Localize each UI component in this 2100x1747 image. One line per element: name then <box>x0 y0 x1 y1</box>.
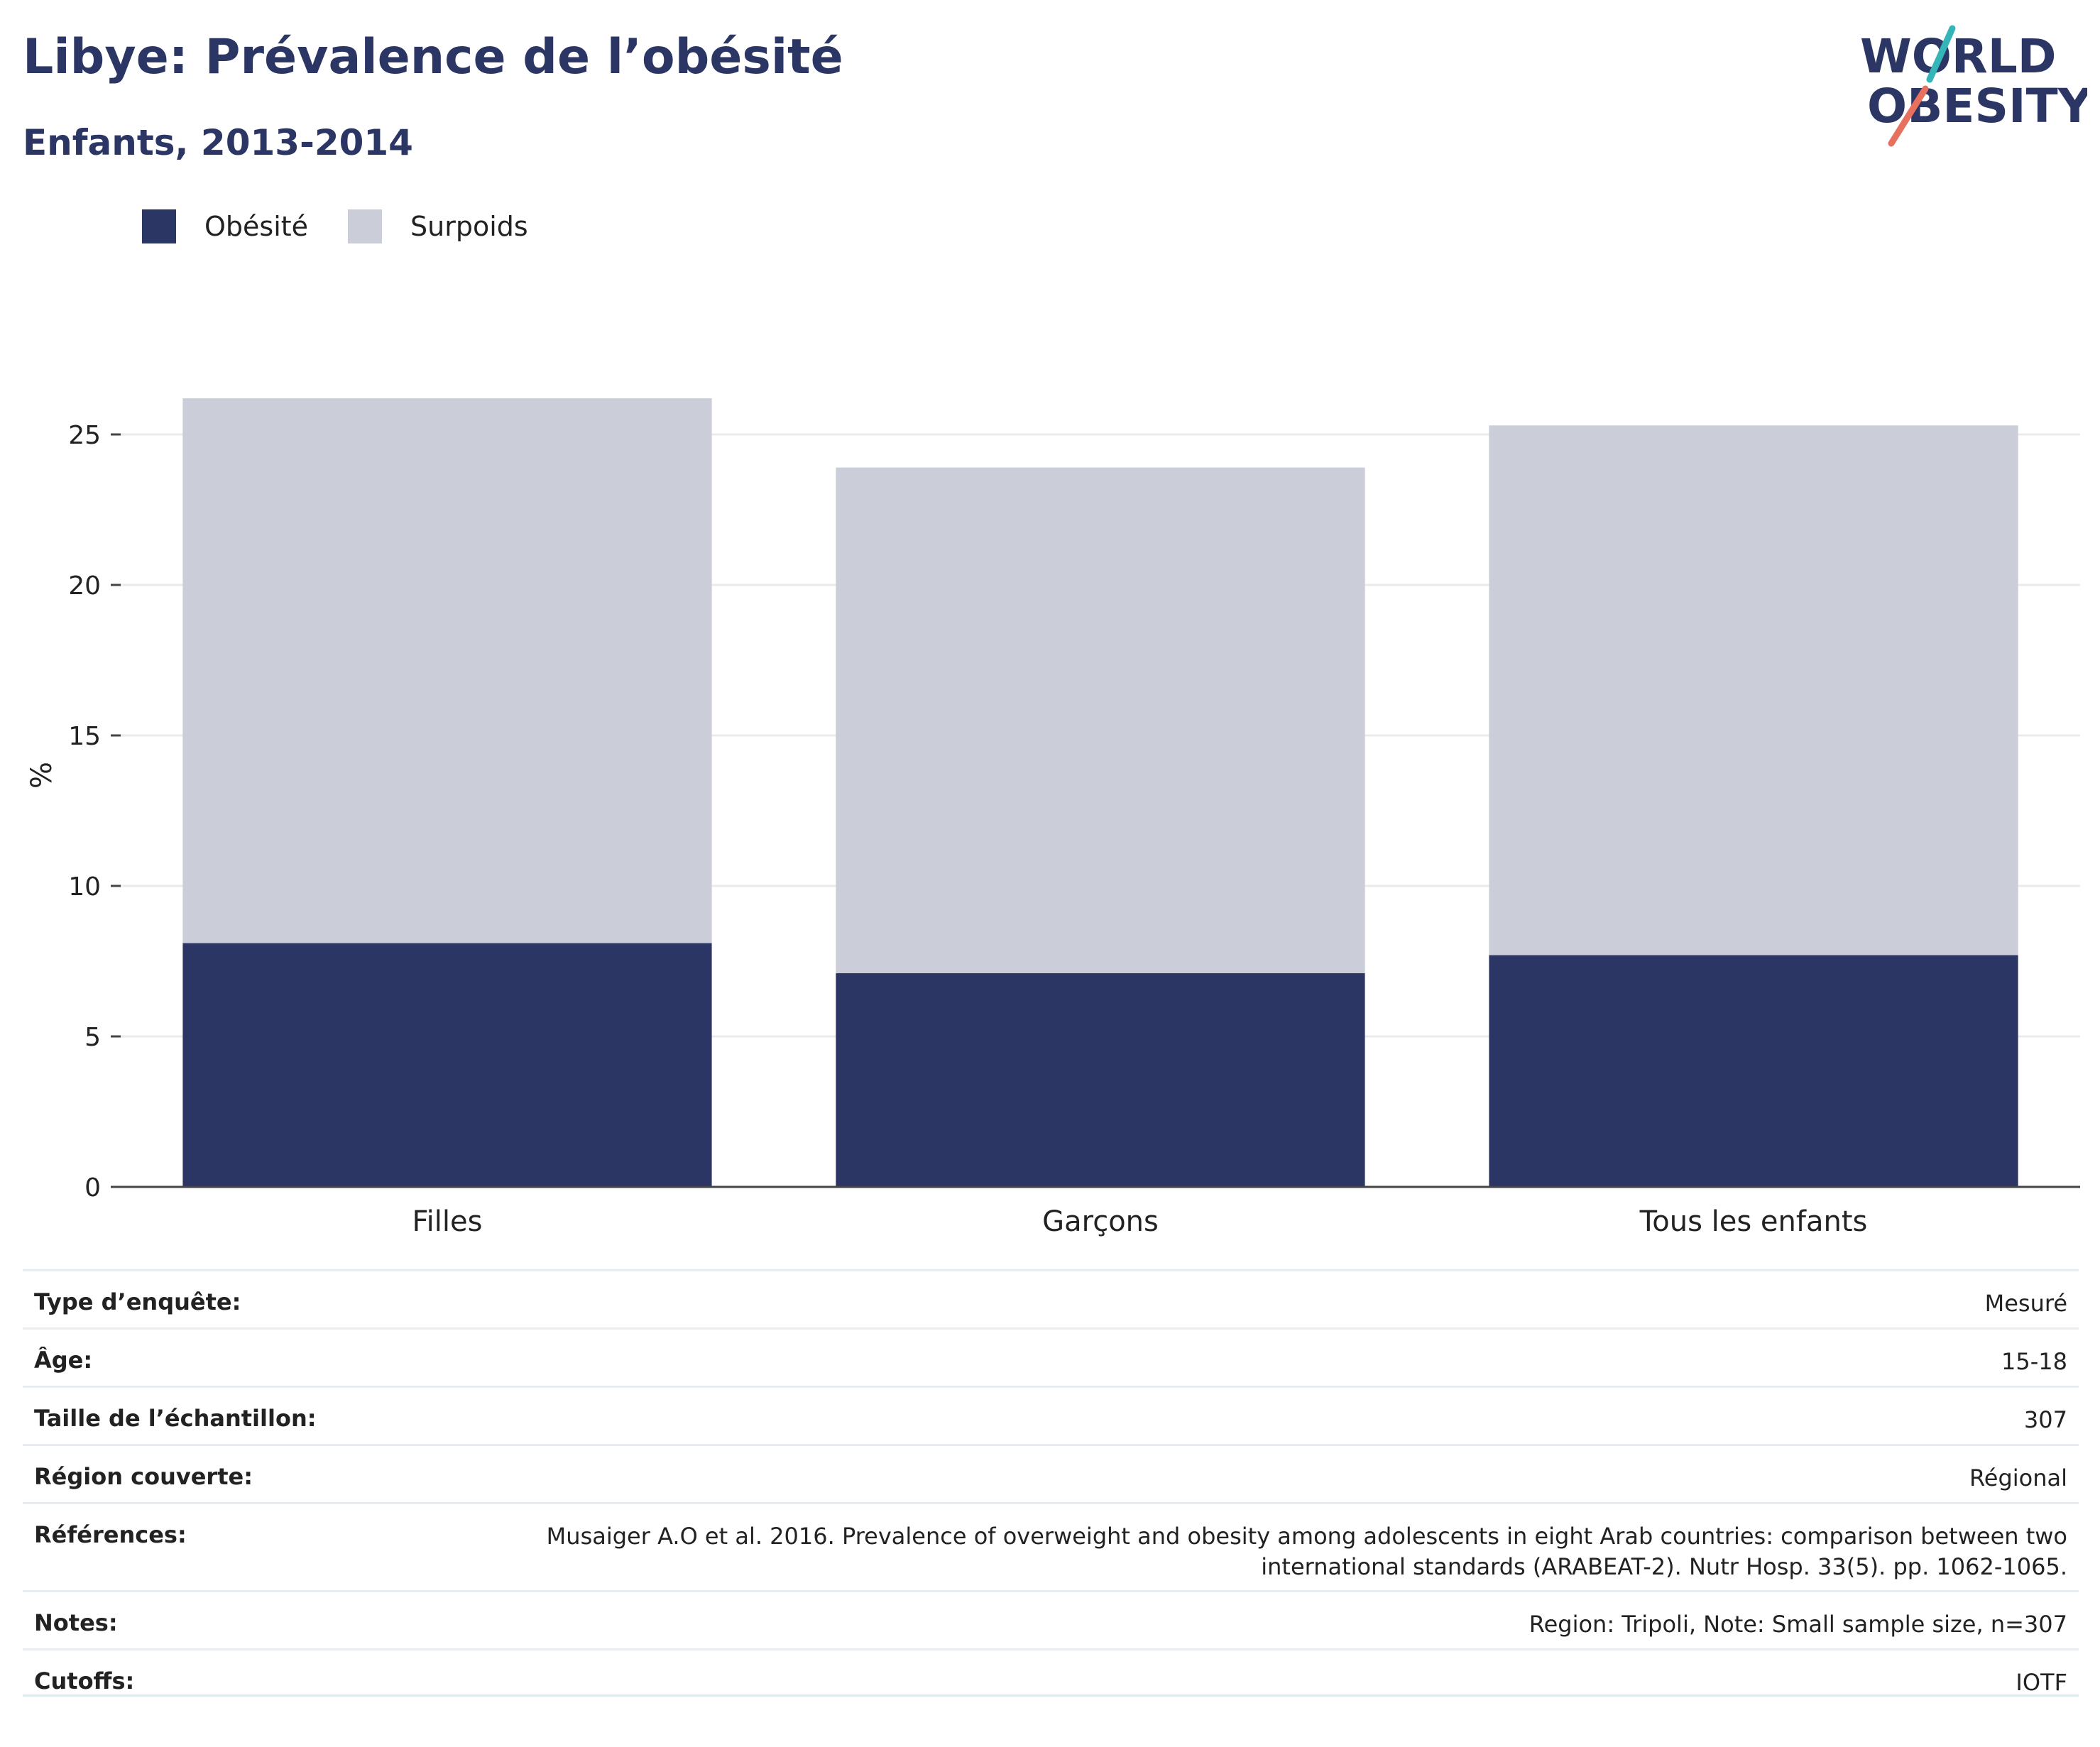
metadata-row: Notes: Region: Tripoli, Note: Small sampl… <box>23 1590 2079 1648</box>
legend-label-obesity: Obésité <box>204 211 309 242</box>
bars <box>182 398 2018 1187</box>
metadata-key: Cutoffs: <box>34 1667 135 1694</box>
logo-slash-coral <box>1888 85 1929 147</box>
logo-slash-teal <box>1926 25 1956 83</box>
bar-overweight-0[interactable] <box>182 398 712 943</box>
legend-swatch-overweight <box>348 209 383 243</box>
axes: 0 5 10 15 20 25 Filles Garçons Tous les enfants <box>68 421 2080 1238</box>
metadata-value: Region: Tripoli, Note: Small sample size… <box>1528 1611 2067 1638</box>
x-tick-label: Garçons <box>1042 1205 1159 1238</box>
y-tick-label: 10 <box>68 872 101 902</box>
legend-swatch-obesity <box>142 209 176 243</box>
chart-subtitle: Enfants, 2013-2014 <box>23 122 413 163</box>
metadata-row: Type d’enquête: Mesuré <box>23 1269 2079 1327</box>
metadata-row: Région couverte: Régional <box>23 1444 2079 1502</box>
y-tick-label: 0 <box>84 1173 101 1203</box>
metadata-key: Âge: <box>34 1347 93 1374</box>
bar-overweight-2[interactable] <box>1489 425 2018 955</box>
metadata-row: Taille de l’échantillon: 307 <box>23 1386 2079 1444</box>
bar-obesity-2[interactable] <box>1489 955 2018 1187</box>
y-tick-label: 20 <box>68 571 101 601</box>
y-tick-label: 5 <box>84 1023 101 1052</box>
metadata-value: Musaiger A.O et al. 2016. Prevalence of … <box>546 1523 2067 1581</box>
metadata-key: Région couverte: <box>34 1463 253 1490</box>
x-tick-label: Filles <box>412 1205 483 1238</box>
metadata-value: Régional <box>1969 1464 2067 1491</box>
legend-item-obesity[interactable]: Obésité <box>142 209 308 243</box>
legend-label-overweight: Surpoids <box>410 211 528 242</box>
metadata-value: IOTF <box>2016 1669 2067 1696</box>
metadata-value: 15-18 <box>2001 1348 2067 1375</box>
metadata-row: Âge: 15-18 <box>23 1327 2079 1386</box>
y-axis-label: % <box>26 762 58 789</box>
world-obesity-logo: WORLD OBESITY <box>1860 25 2087 147</box>
chart-title: Libye: Prévalence de l’obésité <box>23 29 843 85</box>
logo-text-world: WORLD <box>1860 29 2057 84</box>
metadata-value: 307 <box>2023 1406 2067 1433</box>
metadata-key: Références: <box>34 1521 187 1548</box>
metadata-value: Mesuré <box>1984 1290 2067 1317</box>
bar-obesity-0[interactable] <box>182 943 712 1187</box>
metadata-row: Cutoffs: IOTF <box>23 1648 2079 1697</box>
bar-overweight-1[interactable] <box>836 467 1365 973</box>
metadata-key: Type d’enquête: <box>34 1288 241 1315</box>
legend: Obésité Surpoids <box>142 209 568 243</box>
metadata-row: Références: Musaiger A.O et al. 2016. Pre… <box>23 1502 2079 1590</box>
bar-obesity-1[interactable] <box>836 973 1365 1187</box>
metadata-key: Taille de l’échantillon: <box>34 1405 317 1432</box>
y-tick-label: 15 <box>68 722 101 751</box>
x-tick-label: Tous les enfants <box>1639 1205 1868 1238</box>
metadata-table: Type d’enquête: Mesuré Âge: 15-18 Taille de … <box>23 1269 2079 1697</box>
metadata-key: Notes: <box>34 1609 118 1636</box>
legend-item-overweight[interactable]: Surpoids <box>348 209 528 243</box>
y-tick-label: 25 <box>68 421 101 450</box>
